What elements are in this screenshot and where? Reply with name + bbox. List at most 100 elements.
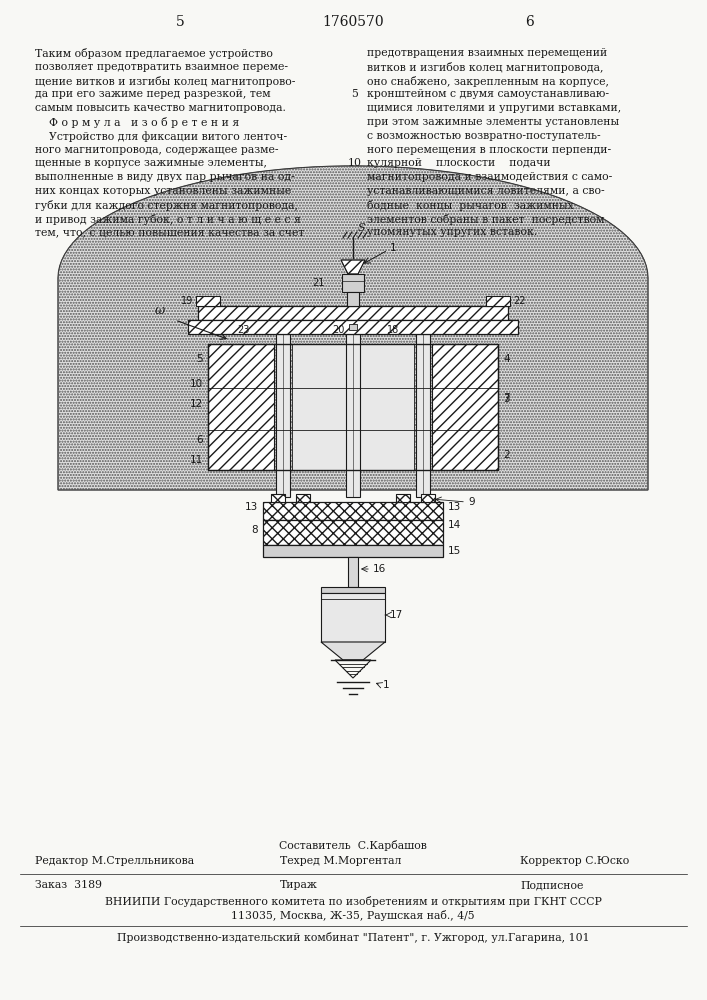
Text: 5: 5 xyxy=(351,89,358,99)
Text: 1: 1 xyxy=(390,243,397,253)
Text: кронштейном с двумя самоустанавливаю-: кронштейном с двумя самоустанавливаю- xyxy=(367,89,609,99)
Bar xyxy=(196,296,220,306)
Polygon shape xyxy=(321,642,385,660)
Bar xyxy=(347,292,359,306)
Text: 8: 8 xyxy=(252,525,258,535)
Bar xyxy=(208,344,498,470)
Bar xyxy=(263,520,443,545)
Text: 14: 14 xyxy=(448,520,461,530)
Text: 17: 17 xyxy=(390,610,403,620)
Text: 3: 3 xyxy=(503,394,510,404)
Bar xyxy=(348,557,358,587)
Text: щение витков и изгибы колец магнитопрово-: щение витков и изгибы колец магнитопрово… xyxy=(35,76,296,87)
Text: позволяет предотвратить взаимное переме-: позволяет предотвратить взаимное переме- xyxy=(35,62,288,72)
Bar xyxy=(263,502,443,520)
Text: магнитопровода и взаимодействия с само-: магнитопровода и взаимодействия с само- xyxy=(367,172,612,182)
Bar xyxy=(196,296,220,306)
Text: S: S xyxy=(358,223,366,233)
Text: Таким образом предлагаемое устройство: Таким образом предлагаемое устройство xyxy=(35,48,273,59)
Text: щимися ловителями и упругими вставками,: щимися ловителями и упругими вставками, xyxy=(367,103,621,113)
Bar xyxy=(263,502,443,520)
Text: предотвращения взаимных перемещений: предотвращения взаимных перемещений xyxy=(367,48,607,58)
Bar xyxy=(296,494,310,502)
Text: и привод зажима губок, о т л и ч а ю щ е е с я: и привод зажима губок, о т л и ч а ю щ е… xyxy=(35,214,301,225)
Text: упомянутых упругих вставок.: упомянутых упругих вставок. xyxy=(367,227,537,237)
Bar xyxy=(432,344,498,470)
Bar xyxy=(396,494,410,502)
Text: губки для каждого стержня магнитопровода,: губки для каждого стержня магнитопровода… xyxy=(35,200,298,211)
Text: Производственно-издательский комбинат "Патент", г. Ужгород, ул.Гагарина, 101: Производственно-издательский комбинат "П… xyxy=(117,932,590,943)
Text: 6: 6 xyxy=(197,435,203,445)
Text: 7: 7 xyxy=(503,393,510,403)
Text: Заказ  3189: Заказ 3189 xyxy=(35,880,102,890)
Bar xyxy=(263,545,443,557)
Bar xyxy=(321,587,385,593)
Text: 1: 1 xyxy=(383,680,390,690)
Text: кулярной    плоскости    подачи: кулярной плоскости подачи xyxy=(367,158,551,168)
Text: Корректор С.Юско: Корректор С.Юско xyxy=(520,856,629,866)
Text: них концах которых установлены зажимные: них концах которых установлены зажимные xyxy=(35,186,291,196)
Bar xyxy=(263,520,443,545)
Bar xyxy=(271,494,285,502)
Text: 18: 18 xyxy=(387,325,399,335)
Text: 6: 6 xyxy=(525,15,534,29)
Text: 4: 4 xyxy=(503,354,510,364)
Bar xyxy=(342,274,364,292)
Text: Тираж: Тираж xyxy=(280,880,318,890)
Bar xyxy=(292,344,414,470)
Text: 22: 22 xyxy=(513,296,525,306)
Text: Редактор М.Стрелльникова: Редактор М.Стрелльникова xyxy=(35,856,194,866)
Text: 20: 20 xyxy=(332,325,344,335)
Text: ного перемещения в плоскости перпенди-: ного перемещения в плоскости перпенди- xyxy=(367,145,611,155)
Bar xyxy=(188,320,518,334)
Text: ВНИИПИ Государственного комитета по изобретениям и открытиям при ГКНТ СССР: ВНИИПИ Государственного комитета по изоб… xyxy=(105,896,602,907)
Text: 10: 10 xyxy=(348,158,362,168)
Text: 15: 15 xyxy=(448,546,461,556)
Text: Техред М.Моргентал: Техред М.Моргентал xyxy=(280,856,402,866)
Polygon shape xyxy=(58,166,648,490)
Bar xyxy=(349,324,357,330)
Bar xyxy=(321,593,385,642)
Text: при этом зажимные элементы установлены: при этом зажимные элементы установлены xyxy=(367,117,619,127)
Polygon shape xyxy=(341,260,365,274)
Text: выполненные в виду двух пар рычагов на од-: выполненные в виду двух пар рычагов на о… xyxy=(35,172,295,182)
Text: 10: 10 xyxy=(190,379,203,389)
Text: Ф о р м у л а   и з о б р е т е н и я: Ф о р м у л а и з о б р е т е н и я xyxy=(35,117,239,128)
Text: ного магнитопровода, содержащее разме-: ного магнитопровода, содержащее разме- xyxy=(35,145,279,155)
Bar xyxy=(198,306,508,320)
Text: 12: 12 xyxy=(189,399,203,409)
Text: Составитель  С.Карбашов: Составитель С.Карбашов xyxy=(279,840,427,851)
Text: 13: 13 xyxy=(245,502,258,512)
Bar xyxy=(208,344,274,470)
Text: Подписное: Подписное xyxy=(520,880,583,890)
Text: бодные  концы  рычагов  зажимных: бодные концы рычагов зажимных xyxy=(367,200,574,211)
Text: 9: 9 xyxy=(468,497,474,507)
Bar xyxy=(296,494,310,502)
Text: да при его зажиме перед разрезкой, тем: да при его зажиме перед разрезкой, тем xyxy=(35,89,271,99)
Bar xyxy=(271,494,285,502)
Bar xyxy=(486,296,510,306)
Text: 5: 5 xyxy=(175,15,185,29)
Text: витков и изгибов колец магнитопровода,: витков и изгибов колец магнитопровода, xyxy=(367,62,604,73)
Text: оно снабжено, закрепленным на корпусе,: оно снабжено, закрепленным на корпусе, xyxy=(367,76,609,87)
Text: 23: 23 xyxy=(237,325,249,335)
Bar xyxy=(396,494,410,502)
Text: тем, что, с целью повышения качества за счет: тем, что, с целью повышения качества за … xyxy=(35,227,305,237)
Text: 1760570: 1760570 xyxy=(322,15,384,29)
Bar xyxy=(421,494,435,502)
Bar xyxy=(208,344,274,470)
Text: элементов собраны в пакет  посредством: элементов собраны в пакет посредством xyxy=(367,214,604,225)
Text: 11: 11 xyxy=(189,455,203,465)
Bar xyxy=(276,334,290,497)
Bar xyxy=(486,296,510,306)
Text: 19: 19 xyxy=(181,296,193,306)
Bar xyxy=(416,334,430,497)
Text: 13: 13 xyxy=(448,502,461,512)
Bar xyxy=(432,344,498,470)
Text: с возможностью возвратно-поступатель-: с возможностью возвратно-поступатель- xyxy=(367,131,601,141)
Text: устанавливающимися ловителями, а сво-: устанавливающимися ловителями, а сво- xyxy=(367,186,604,196)
Bar xyxy=(346,334,360,497)
Text: самым повысить качество магнитопровода.: самым повысить качество магнитопровода. xyxy=(35,103,286,113)
Bar xyxy=(198,306,508,320)
Text: ω: ω xyxy=(155,304,165,316)
